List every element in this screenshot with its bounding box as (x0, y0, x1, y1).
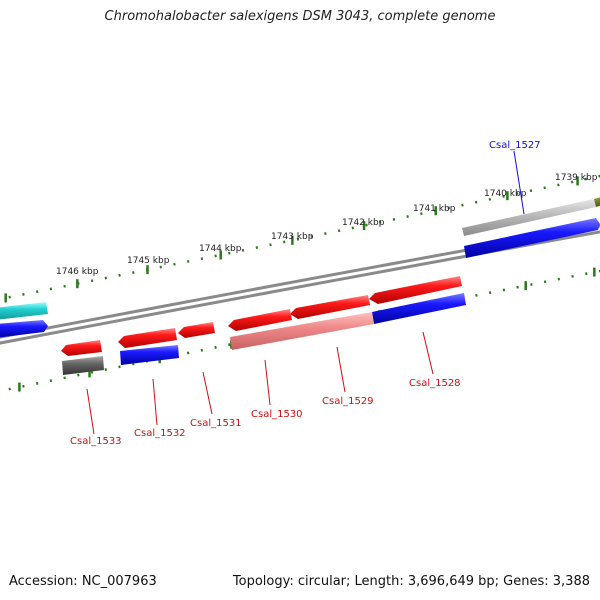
gene-olive-feature (594, 197, 600, 207)
gene-csal-1527-blue (464, 218, 600, 258)
leader-csal-1532 (152, 378, 158, 426)
gene-csal-1529-cds (290, 295, 370, 319)
gene-csal-1528-blue (372, 293, 466, 324)
gene-label-csal-1527: Csal_1527 (489, 140, 541, 151)
gene-csal-1531-cds (178, 322, 215, 338)
leader-csal-1528 (422, 331, 434, 375)
scale-label-1740: 1740 kbp (484, 189, 527, 199)
leader-csal-1533 (86, 388, 95, 435)
genome-summary-text: Topology: circular; Length: 3,696,649 bp… (232, 574, 590, 589)
accession-text: Accession: NC_007963 (9, 574, 157, 589)
scale-label-1742: 1742 kbp (342, 218, 385, 228)
scale-label-1743: 1743 kbp (271, 232, 314, 242)
gene-label-csal-1528: Csal_1528 (409, 378, 461, 389)
gene-csal-1533-feature (62, 356, 104, 375)
scale-label-1741: 1741 kbp (413, 204, 456, 214)
gene-csal-1532-cds (118, 328, 177, 348)
gene-label-csal-1530: Csal_1530 (251, 409, 303, 420)
scale-label-1745: 1745 kbp (127, 256, 170, 266)
gene-csal-1533-cds (61, 340, 102, 356)
gene-csal-1529-feature (230, 312, 374, 350)
leader-csal-1530 (264, 359, 271, 406)
gene-csal-1532-blue (120, 345, 179, 365)
gene-cyan-feature (0, 302, 48, 320)
scale-label-1744: 1744 kbp (199, 244, 242, 254)
gene-csal-1527-feature (462, 199, 596, 236)
gene-label-csal-1529: Csal_1529 (322, 396, 374, 407)
leader-csal-1531 (202, 371, 213, 415)
gene-label-csal-1533: Csal_1533 (70, 436, 122, 447)
leader-csal-1527 (513, 150, 525, 215)
gene-csal-1528-cds (369, 276, 462, 304)
map-title: Chromohalobacter salexigens DSM 3043, co… (104, 9, 496, 24)
leader-csal-1529 (336, 346, 346, 393)
gene-csal-1530-cds (228, 309, 292, 331)
scale-label-1739: 1739 kbp (555, 173, 598, 183)
scale-label-1746: 1746 kbp (56, 267, 99, 277)
gene-label-csal-1532: Csal_1532 (134, 428, 186, 439)
gene-label-csal-1531: Csal_1531 (190, 418, 242, 429)
gene-blue-left-feature (0, 320, 48, 338)
